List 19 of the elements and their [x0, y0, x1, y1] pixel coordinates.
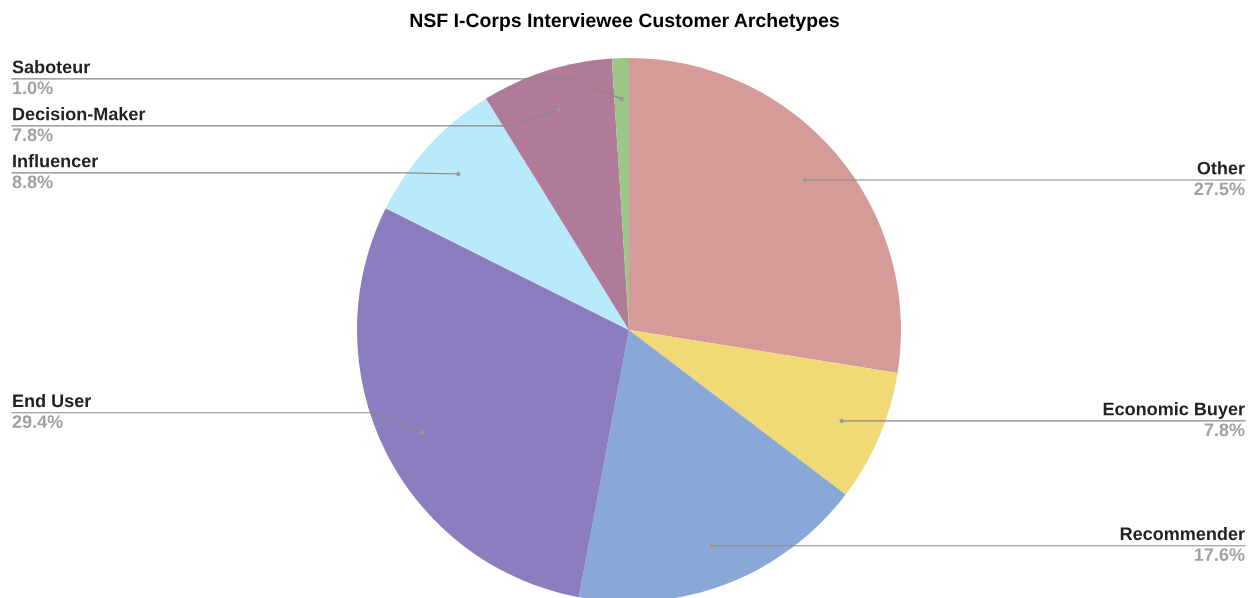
- data-label: 7.8%: [1204, 423, 1245, 437]
- data-label: 8.8%: [12, 175, 53, 189]
- slice-label: Economic Buyer: [1103, 402, 1245, 419]
- data-label: 27.5%: [1194, 182, 1245, 196]
- chart-title: NSF I-Corps Interviewee Customer Archetypes: [410, 12, 839, 32]
- pie-slice: [486, 58, 629, 330]
- slice-label: Saboteur: [12, 60, 90, 74]
- pie-slice: [629, 330, 898, 495]
- pie-slice: [629, 58, 901, 374]
- slice-label: Recommender: [1120, 526, 1245, 541]
- data-label: 7.8%: [12, 128, 53, 142]
- slice-label: Decision-Maker: [13, 107, 146, 121]
- data-label: 17.6%: [1194, 548, 1245, 561]
- slice-label: Other: [1197, 161, 1245, 175]
- slice-label: Influencer: [13, 154, 99, 168]
- data-label: 29.4%: [12, 415, 63, 429]
- data-label: 1.0%: [13, 81, 53, 95]
- slice-label: End User: [13, 393, 91, 408]
- pie-slice: [385, 98, 629, 330]
